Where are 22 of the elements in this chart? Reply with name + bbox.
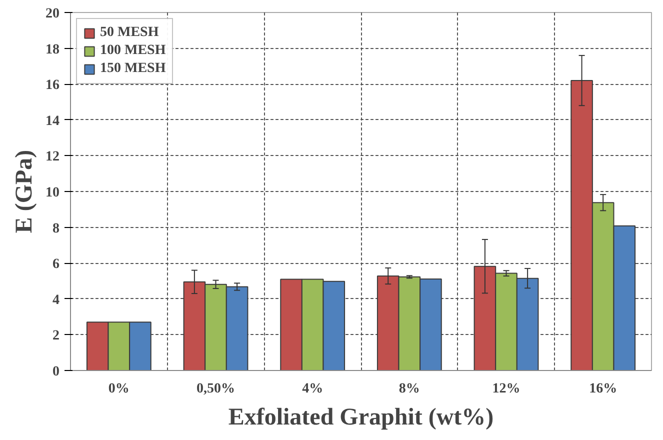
x-tick-label: 4% [302,382,324,396]
x-tick-label: 8% [398,382,420,396]
y-tick-label: 14 [46,114,60,129]
y-tick-label: 20 [46,6,60,22]
y-tick-label: 16 [46,78,60,94]
legend-label: 150 MESH [100,61,166,77]
legend-label: 50 MESH [100,25,159,41]
y-tick-label: 12 [46,150,60,165]
y-tick-label: 2 [52,328,60,344]
y-tick-label: 18 [46,42,60,58]
x-tick-label: 12% [492,382,520,396]
x-tick-label: 0% [108,382,130,396]
y-tick-label: 8 [52,221,60,236]
y-tick-label: 6 [52,257,60,272]
x-tick-label: 16% [589,382,618,396]
y-tick-label: 4 [52,292,60,308]
legend-label: 100 MESH [100,43,166,59]
x-axis-title: Exfoliated Graphit (wt%) [228,404,494,430]
y-tick-label: 10 [46,186,60,200]
x-tick-label: 0,50% [196,382,235,396]
y-tick-label: 0 [52,364,60,380]
y-axis-title: E (GPa) [12,150,38,234]
